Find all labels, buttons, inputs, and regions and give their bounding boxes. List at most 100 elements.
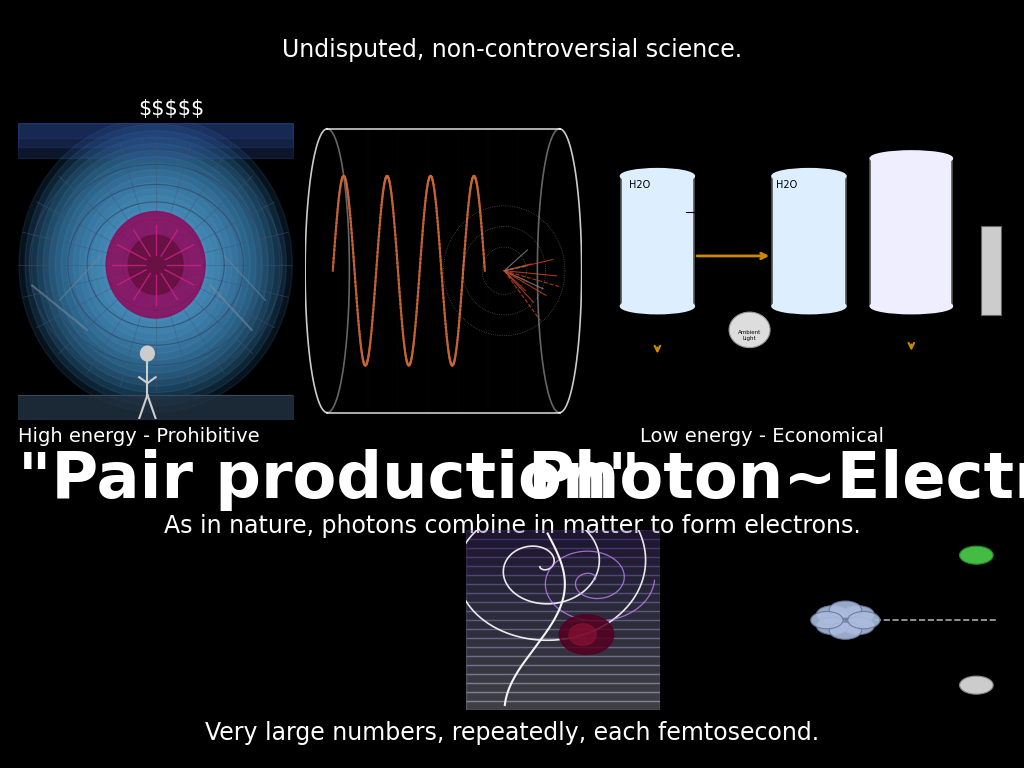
- Bar: [466, 539, 660, 548]
- Text: K•: K•: [984, 697, 996, 707]
- Circle shape: [19, 118, 292, 412]
- Circle shape: [85, 189, 226, 340]
- Text: Collector: Collector: [985, 370, 1010, 376]
- Circle shape: [31, 131, 281, 399]
- Text: Time: Time: [28, 535, 46, 545]
- Bar: [870, 158, 952, 306]
- Text: γ: γ: [264, 544, 269, 554]
- Text: + e: + e: [957, 540, 976, 550]
- Text: Energized: Energized: [962, 207, 992, 213]
- Text: Time: Time: [251, 535, 269, 545]
- Circle shape: [106, 211, 205, 318]
- Circle shape: [43, 144, 268, 386]
- Text: θ: θ: [909, 630, 919, 645]
- Bar: [772, 176, 846, 306]
- Text: Space: Space: [429, 702, 453, 710]
- Text: - e: - e: [959, 699, 973, 709]
- Circle shape: [74, 176, 238, 353]
- Circle shape: [79, 183, 232, 347]
- Circle shape: [140, 346, 155, 361]
- Ellipse shape: [621, 299, 694, 313]
- Bar: [981, 227, 1001, 315]
- Circle shape: [811, 611, 843, 629]
- Text: Space: Space: [233, 702, 257, 710]
- Circle shape: [816, 617, 849, 634]
- Bar: [466, 557, 660, 566]
- Text: H2O: H2O: [776, 180, 798, 190]
- Bar: [466, 665, 660, 674]
- Text: H2O: H2O: [629, 180, 650, 190]
- Bar: [466, 647, 660, 656]
- Bar: [466, 530, 660, 539]
- Ellipse shape: [772, 169, 846, 184]
- Circle shape: [842, 617, 874, 634]
- Ellipse shape: [772, 299, 846, 313]
- Bar: [466, 602, 660, 611]
- Ellipse shape: [870, 299, 952, 313]
- Ellipse shape: [729, 312, 770, 348]
- Bar: [466, 638, 660, 647]
- Text: nucleus: nucleus: [823, 652, 867, 662]
- Text: K•: K•: [984, 528, 996, 538]
- Circle shape: [128, 235, 183, 294]
- Text: "Pair production": "Pair production": [18, 449, 641, 511]
- Text: Device: Device: [645, 331, 670, 337]
- Text: Positron: Positron: [945, 529, 987, 539]
- Bar: [466, 584, 660, 593]
- Ellipse shape: [870, 151, 952, 166]
- Bar: [466, 548, 660, 557]
- Circle shape: [97, 202, 214, 327]
- Circle shape: [110, 215, 202, 314]
- Bar: [466, 621, 660, 629]
- Bar: [466, 656, 660, 665]
- Text: E-M/: E-M/: [969, 127, 985, 137]
- Text: $$$$$: $$$$$: [138, 99, 205, 119]
- Circle shape: [116, 222, 196, 308]
- Bar: [466, 674, 660, 684]
- Text: Photonic: Photonic: [961, 143, 993, 151]
- Bar: [621, 176, 694, 306]
- Circle shape: [959, 546, 993, 564]
- Circle shape: [55, 157, 256, 373]
- Text: Electrical
Discharge
e(aq): Electrical Discharge e(aq): [615, 350, 642, 367]
- Circle shape: [829, 622, 861, 639]
- Bar: [466, 593, 660, 602]
- Text: Photon~Electron: Photon~Electron: [527, 449, 1024, 511]
- Text: Optomech1: Optomech1: [788, 319, 829, 325]
- Circle shape: [25, 124, 287, 406]
- Text: e⁺: e⁺: [435, 680, 445, 689]
- Text: Photonic: Photonic: [694, 143, 727, 151]
- Circle shape: [959, 676, 993, 694]
- Bar: [466, 566, 660, 575]
- Text: Light: Light: [722, 270, 744, 279]
- Bar: [466, 575, 660, 584]
- Circle shape: [37, 137, 274, 392]
- Circle shape: [49, 150, 262, 379]
- Circle shape: [829, 611, 861, 629]
- Ellipse shape: [559, 614, 613, 654]
- Ellipse shape: [621, 169, 694, 184]
- Text: e⁺: e⁺: [194, 532, 204, 541]
- Text: e: e: [435, 550, 440, 559]
- Bar: [466, 693, 660, 701]
- Text: Hydrogen: Hydrogen: [880, 124, 927, 134]
- Bar: [466, 611, 660, 621]
- Text: Stimulus: Stimulus: [961, 157, 993, 167]
- Circle shape: [103, 209, 208, 321]
- Text: Electrical
Discharge
e(aq): Electrical Discharge e(aq): [841, 350, 867, 367]
- Text: Undisputed, non-controversial science.: Undisputed, non-controversial science.: [282, 38, 742, 62]
- Circle shape: [848, 611, 880, 629]
- Text: As in nature, photons combine in matter to form electrons.: As in nature, photons combine in matter …: [164, 514, 860, 538]
- Circle shape: [128, 235, 183, 295]
- Circle shape: [816, 606, 849, 623]
- Text: Very large numbers, repeatedly, each femtosecond.: Very large numbers, repeatedly, each fem…: [205, 721, 819, 746]
- Circle shape: [134, 241, 177, 289]
- Text: Stimulus: Stimulus: [694, 157, 727, 167]
- Text: Ambient
Light: Ambient Light: [738, 330, 761, 341]
- Ellipse shape: [569, 624, 596, 645]
- Bar: [466, 629, 660, 638]
- Text: Optomech1: Optomech1: [637, 319, 678, 325]
- Text: Hydrogen: Hydrogen: [962, 220, 992, 224]
- Bar: [466, 701, 660, 710]
- Text: Device: Device: [797, 331, 821, 337]
